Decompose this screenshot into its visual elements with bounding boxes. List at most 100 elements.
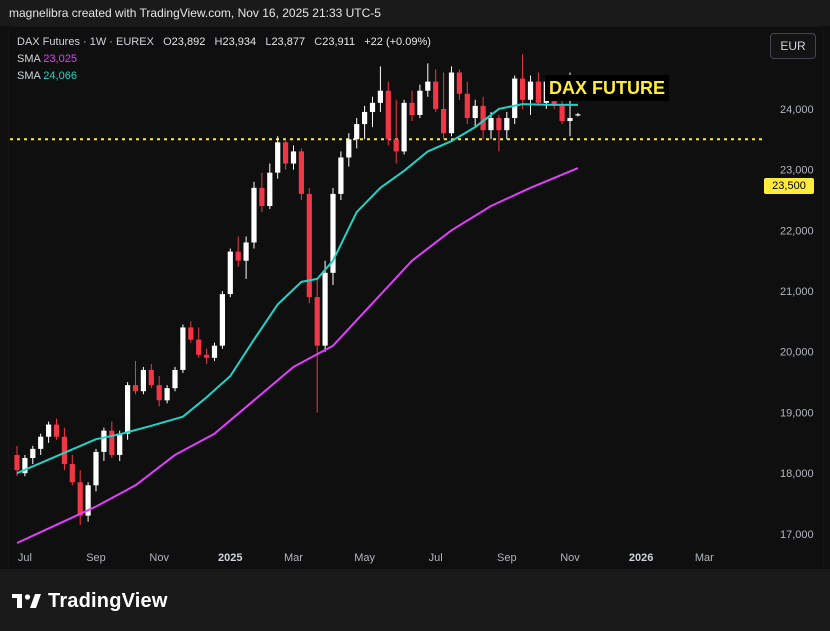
sma-slow-label: SMA xyxy=(17,53,41,65)
candle-body xyxy=(488,118,494,131)
candle-body xyxy=(377,90,383,103)
candle xyxy=(441,72,447,140)
candle xyxy=(93,448,99,492)
candle xyxy=(417,84,423,119)
y-tick-label: 20,000 xyxy=(780,347,814,359)
candle-body xyxy=(227,251,233,295)
currency-button[interactable]: EUR xyxy=(770,33,816,59)
candle xyxy=(61,427,67,471)
candle-body xyxy=(283,142,289,164)
tradingview-brand-text: TradingView xyxy=(48,589,168,612)
candle xyxy=(125,382,131,440)
candle-body xyxy=(235,251,241,261)
candle xyxy=(354,118,360,149)
y-tick-label: 19,000 xyxy=(780,407,814,419)
candle-body xyxy=(85,485,91,516)
candle xyxy=(488,111,494,140)
candle xyxy=(314,278,320,413)
candle-body xyxy=(148,369,154,386)
x-tick-label: 2026 xyxy=(629,552,653,564)
candle-body xyxy=(243,242,249,261)
legend-high-label: H xyxy=(214,36,223,48)
sma-slow-value: 23,025 xyxy=(43,53,77,65)
candle-body xyxy=(46,424,52,437)
candle-body xyxy=(322,272,328,346)
level-price-tag: 23,500 xyxy=(764,178,814,194)
legend-symbol: DAX Futures · 1W · EUREX xyxy=(17,36,154,48)
candle-body xyxy=(409,102,415,115)
candle-body xyxy=(101,430,107,452)
candle-body xyxy=(314,297,320,346)
candle xyxy=(164,385,170,404)
candle xyxy=(117,430,123,462)
y-tick-label: 18,000 xyxy=(780,468,814,480)
candle-body xyxy=(156,385,162,401)
candle-body xyxy=(425,81,431,91)
x-tick-label: Sep xyxy=(86,552,106,564)
x-tick-label: Mar xyxy=(695,552,714,564)
candle xyxy=(527,75,534,115)
candle xyxy=(362,105,368,140)
candle xyxy=(85,482,91,522)
header-text: magnelibra created with TradingView.com,… xyxy=(9,6,381,20)
candle xyxy=(504,111,510,140)
legend-open-value: 23,892 xyxy=(171,36,206,48)
candle-body xyxy=(117,433,123,455)
candle-body xyxy=(433,81,439,109)
sma-fast-value: 24,066 xyxy=(43,70,77,82)
x-tick-label: May xyxy=(354,552,375,564)
x-tick-label: 2025 xyxy=(218,552,242,564)
candle-body xyxy=(180,327,186,370)
candle-body xyxy=(30,448,36,458)
candle xyxy=(227,248,233,298)
candle xyxy=(425,63,431,97)
chart-frame[interactable] xyxy=(8,26,824,571)
candle xyxy=(575,112,581,117)
candle-body xyxy=(93,451,99,486)
candle xyxy=(69,454,75,486)
candle-body xyxy=(480,105,486,131)
candle-body xyxy=(362,111,368,125)
tradingview-logo[interactable]: TradingView xyxy=(12,589,168,613)
candle-body xyxy=(456,72,462,94)
candle xyxy=(290,145,297,170)
legend-sma-fast-row[interactable]: SMA 24,066 xyxy=(17,68,431,85)
y-tick-label: 23,000 xyxy=(780,165,814,177)
candle xyxy=(464,81,470,125)
candle-body xyxy=(520,78,526,100)
candle-body xyxy=(211,345,218,358)
y-tick-label: 22,000 xyxy=(780,225,814,237)
candle xyxy=(409,90,415,122)
candle xyxy=(512,75,518,125)
legend-sma-slow-row[interactable]: SMA 23,025 xyxy=(17,51,431,68)
candle xyxy=(401,99,407,155)
candle-body xyxy=(188,327,194,340)
candle-body xyxy=(448,72,455,134)
legend-open-label: O xyxy=(163,36,172,48)
x-tick-label: Jul xyxy=(18,552,32,564)
x-tick-label: Jul xyxy=(429,552,443,564)
candle-body xyxy=(527,81,534,100)
candle-body xyxy=(346,139,352,158)
candle-body xyxy=(512,78,518,119)
candle-body xyxy=(559,105,565,122)
candle xyxy=(298,148,304,200)
candle xyxy=(77,470,83,525)
candle-body xyxy=(109,430,115,455)
candle-body xyxy=(204,354,210,358)
candle xyxy=(338,151,344,200)
chart-annotation[interactable]: DAX FUTURE xyxy=(545,75,669,101)
candle xyxy=(322,260,328,352)
candle-body xyxy=(219,294,225,346)
candle-body xyxy=(567,118,573,122)
candle xyxy=(235,236,241,267)
footer-bar xyxy=(0,569,830,631)
candle xyxy=(472,99,478,128)
candle-body xyxy=(69,464,75,483)
candle-body xyxy=(125,385,131,434)
candle xyxy=(132,360,139,395)
candle-body xyxy=(196,339,202,355)
candle xyxy=(180,324,186,373)
price-chart[interactable]: 17,000 18,000 19,000 20,000 21,000 22,000 23,0… xyxy=(0,0,830,569)
candle-body xyxy=(172,369,178,389)
